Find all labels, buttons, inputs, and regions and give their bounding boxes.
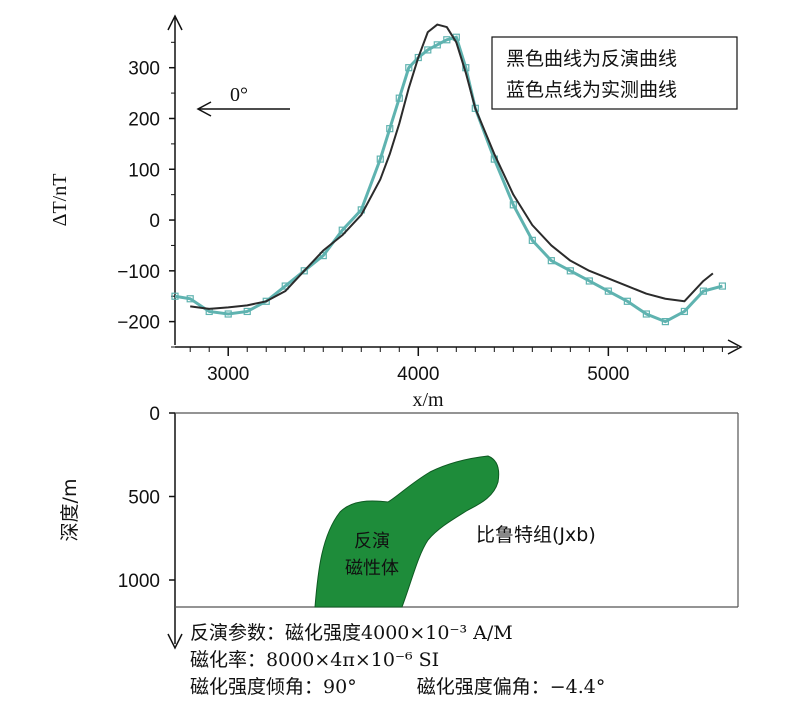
- param-label-intensity: 反演参数：磁化强度: [190, 622, 362, 644]
- x-axis-label: x/m: [412, 389, 444, 411]
- y-axis-arrow: [167, 14, 183, 31]
- measured-point: [171, 292, 179, 300]
- measured-point: [623, 297, 631, 305]
- x-axis-arrow: [727, 339, 743, 355]
- y-tick-label: 100: [128, 160, 160, 181]
- measured-point: [443, 36, 451, 44]
- measured-point: [376, 155, 384, 163]
- measured-point: [566, 267, 574, 275]
- formation-label: 比鲁特组(Jxb): [476, 524, 596, 546]
- y-tick-label: 200: [128, 109, 160, 130]
- y-tick-label: −200: [117, 313, 160, 334]
- param-label-susceptibility: 磁化率：: [190, 649, 267, 671]
- param-value-declination: −4.4°: [549, 676, 606, 698]
- section-y-axis-arrow: [167, 633, 183, 650]
- measured-point: [680, 307, 688, 316]
- measured-point: [300, 267, 308, 275]
- measured-point: [386, 125, 394, 133]
- inverted-line: [190, 23, 714, 310]
- measured-point: [547, 257, 555, 265]
- parameter-block: 反演参数：磁化强度4000×10⁻³ A/M 磁化率：8000×4π×10⁻⁶ …: [190, 620, 605, 701]
- measured-point: [281, 282, 289, 290]
- measured-point: [585, 277, 593, 285]
- measured-point: [186, 295, 194, 303]
- measured-point: [718, 282, 726, 290]
- magnetic-body: [314, 455, 500, 608]
- profile-chart: 300 200 100 0 −100 −200 3000 4000 5000 ΔT/nT x/…: [49, 14, 743, 411]
- measured-point: [604, 287, 612, 295]
- body-label-line2: 磁性体: [345, 558, 399, 579]
- param-label-inclination: 磁化强度倾角：: [190, 676, 324, 698]
- measured-point: [642, 310, 650, 318]
- direction-arrowhead: [196, 101, 212, 117]
- x-tick-label: 5000: [587, 364, 629, 385]
- y-tick-group: 300 200 100 0 −100 −200: [117, 41, 175, 348]
- direction-label: 0°: [230, 84, 248, 106]
- measured-point: [243, 307, 251, 316]
- param-line-3: 磁化强度倾角：90° 磁化强度偏角：−4.4°: [190, 674, 605, 701]
- y-tick-label: 0: [149, 211, 160, 232]
- measured-point: [395, 94, 403, 102]
- measured-point: [338, 226, 346, 234]
- measured-point: [699, 287, 707, 295]
- y-tick-label: −100: [117, 262, 160, 283]
- x-tick-label: 4000: [397, 364, 439, 385]
- y-axis-label: ΔT/nT: [49, 174, 71, 227]
- depth-tick-label: 0: [149, 404, 160, 425]
- measured-line: [174, 35, 723, 324]
- param-line-1: 反演参数：磁化强度4000×10⁻³ A/M: [190, 620, 605, 647]
- measured-point: [509, 201, 517, 209]
- param-value-inclination: 90°: [323, 676, 357, 698]
- measured-point: [424, 46, 432, 54]
- depth-tick-label: 1000: [118, 571, 160, 592]
- section-plot: 0 500 1000 深度/m 反演 磁性体 比鲁特组(Jxb): [59, 404, 739, 650]
- measured-point: [319, 251, 327, 260]
- measured-point: [224, 310, 232, 318]
- y-tick-label: 300: [128, 59, 160, 80]
- param-line-2: 磁化率：8000×4π×10⁻⁶ SI: [190, 647, 605, 674]
- depth-tick-label: 500: [128, 488, 160, 509]
- param-label-declination: 磁化强度偏角：: [416, 676, 550, 698]
- measured-point: [433, 41, 441, 49]
- legend-entry-measured: 蓝色点线为实测曲线: [506, 79, 677, 101]
- measured-point: [661, 318, 669, 326]
- legend-box: [491, 36, 738, 110]
- body-label-line1: 反演: [354, 531, 390, 552]
- inverted-series: [190, 23, 714, 310]
- measured-point: [405, 64, 413, 72]
- param-value-susceptibility: 8000×4π×10⁻⁶ SI: [266, 649, 440, 671]
- x-tick-label: 3000: [207, 364, 249, 385]
- param-value-intensity: 4000×10⁻³ A/M: [361, 622, 513, 644]
- depth-tick-group: 0 500 1000: [118, 404, 175, 592]
- x-tick-group: 3000 4000 5000: [189, 347, 723, 385]
- section-y-label: 深度/m: [59, 479, 81, 542]
- legend-entry-inverted: 黑色曲线为反演曲线: [506, 48, 677, 70]
- measured-point: [528, 236, 536, 244]
